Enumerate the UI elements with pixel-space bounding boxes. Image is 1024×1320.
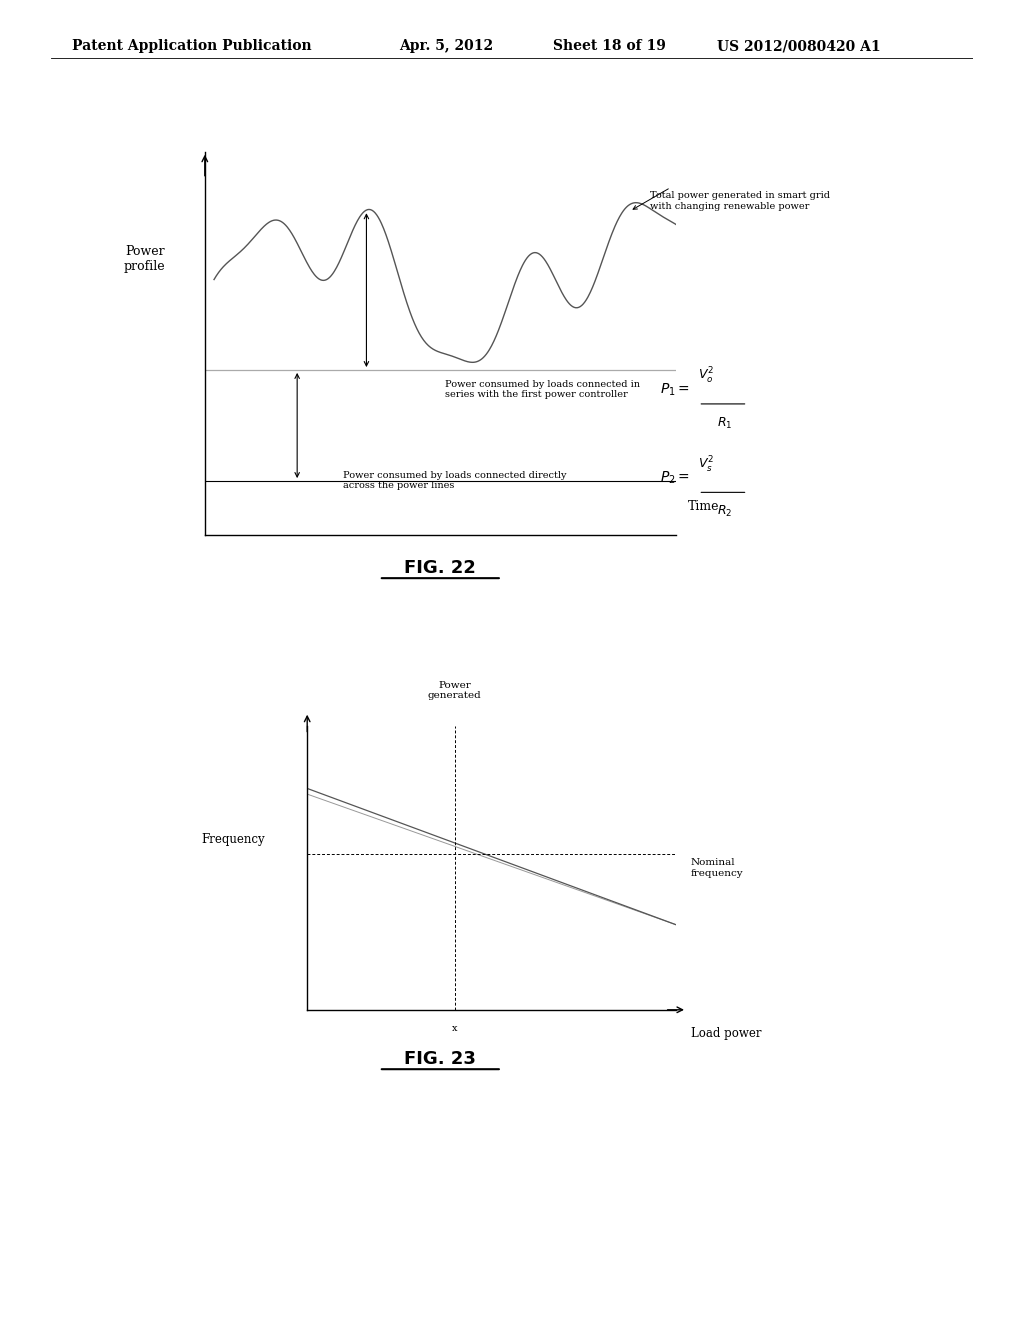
Text: Load power: Load power — [690, 1027, 761, 1040]
Text: Power
generated: Power generated — [428, 681, 481, 701]
Text: Total power generated in smart grid
with changing renewable power: Total power generated in smart grid with… — [650, 191, 830, 211]
Text: Frequency: Frequency — [202, 833, 265, 846]
Text: $V_o^2$: $V_o^2$ — [698, 366, 715, 387]
Text: $P_2=$: $P_2=$ — [660, 470, 690, 486]
Text: Sheet 18 of 19: Sheet 18 of 19 — [553, 40, 666, 53]
Text: x: x — [452, 1024, 458, 1034]
Text: US 2012/0080420 A1: US 2012/0080420 A1 — [717, 40, 881, 53]
Text: Apr. 5, 2012: Apr. 5, 2012 — [399, 40, 494, 53]
Text: Power consumed by loads connected in
series with the first power controller: Power consumed by loads connected in ser… — [445, 380, 640, 399]
Text: FIG. 23: FIG. 23 — [404, 1049, 476, 1068]
Text: Power
profile: Power profile — [124, 246, 166, 273]
Text: Nominal
frequency: Nominal frequency — [690, 858, 743, 878]
Text: $P_1=$: $P_1=$ — [660, 381, 690, 397]
Text: $V_s^2$: $V_s^2$ — [698, 454, 715, 475]
Text: Power consumed by loads connected directly
across the power lines: Power consumed by loads connected direct… — [343, 471, 566, 490]
Text: Time: Time — [687, 500, 719, 513]
Text: FIG. 22: FIG. 22 — [404, 558, 476, 577]
Text: $R_1$: $R_1$ — [717, 416, 732, 430]
Text: $R_2$: $R_2$ — [717, 504, 732, 519]
Text: Patent Application Publication: Patent Application Publication — [72, 40, 311, 53]
